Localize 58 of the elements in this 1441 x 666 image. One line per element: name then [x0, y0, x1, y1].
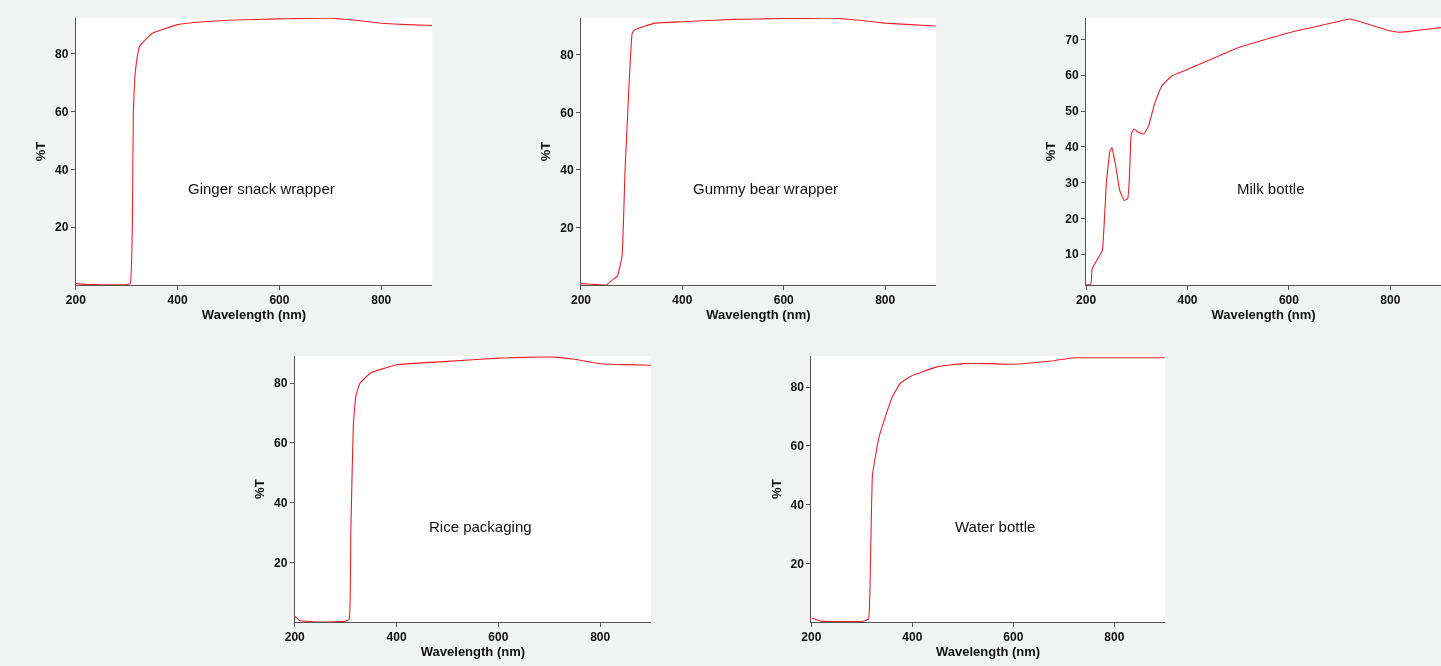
- y-tick-label: 40: [790, 497, 805, 512]
- y-tick-label: 80: [55, 46, 69, 61]
- x-tick-label: 200: [284, 630, 306, 645]
- y-tick-label: 60: [55, 104, 69, 119]
- y-tick-label: 40: [274, 495, 288, 510]
- y-axis-title: %T: [1043, 141, 1059, 162]
- annotation: Rice packaging: [429, 518, 532, 535]
- y-axis-title: %T: [251, 479, 267, 499]
- x-tick-label: 200: [65, 293, 87, 308]
- y-tick-label: 40: [560, 163, 574, 178]
- x-tick-label: 800: [1104, 630, 1125, 645]
- y-tick-label: 60: [560, 105, 574, 120]
- x-tick-label: 400: [902, 630, 923, 645]
- y-tick-label: 80: [560, 48, 574, 63]
- x-tick-label: 400: [1177, 293, 1198, 308]
- y-tick-label: 30: [1065, 175, 1080, 190]
- x-tick-label: 200: [1076, 293, 1097, 308]
- y-tick-label: 80: [790, 380, 805, 395]
- x-axis-title: Wavelength (nm): [201, 307, 307, 323]
- y-tick-label: 20: [1065, 211, 1080, 226]
- x-tick-label: 800: [590, 630, 611, 645]
- y-tick-label: 20: [560, 220, 574, 235]
- y-tick-label: 20: [55, 220, 69, 235]
- x-tick-label: 400: [672, 293, 693, 308]
- y-tick-label: 20: [790, 556, 805, 571]
- annotation: Milk bottle: [1237, 180, 1305, 197]
- y-axis-title: %T: [33, 141, 49, 162]
- annotation: Gummy bear wrapper: [693, 180, 839, 197]
- y-tick-label: 80: [274, 376, 288, 391]
- x-tick-label: 400: [167, 293, 188, 308]
- y-tick-label: 50: [1065, 104, 1080, 119]
- x-tick-label: 800: [875, 293, 896, 308]
- y-axis-title: %T: [538, 141, 554, 162]
- x-axis-title: Wavelength (nm): [420, 644, 526, 660]
- x-tick-label: 800: [371, 293, 392, 308]
- y-tick-label: 40: [1065, 140, 1080, 155]
- y-tick-label: 60: [1065, 68, 1080, 83]
- y-tick-label: 20: [274, 555, 288, 570]
- x-axis-title: Wavelength (nm): [1211, 307, 1316, 323]
- y-axis-title: %T: [768, 479, 784, 499]
- y-tick-label: 10: [1065, 247, 1080, 262]
- x-tick-label: 600: [773, 293, 795, 308]
- y-tick-label: 40: [55, 162, 69, 177]
- x-tick-label: 400: [386, 630, 407, 645]
- annotation: Ginger snack wrapper: [188, 180, 335, 197]
- y-tick-label: 60: [274, 436, 288, 451]
- annotation: Water bottle: [955, 518, 1036, 535]
- x-tick-label: 600: [488, 630, 509, 645]
- x-tick-label: 200: [570, 293, 592, 308]
- x-tick-label: 600: [1003, 630, 1024, 645]
- x-axis-title: Wavelength (nm): [935, 644, 1041, 660]
- x-tick-label: 600: [1278, 293, 1300, 308]
- x-axis-title: Wavelength (nm): [706, 307, 811, 323]
- y-tick-label: 60: [790, 439, 805, 454]
- y-tick-label: 70: [1065, 32, 1080, 47]
- x-tick-label: 200: [801, 630, 822, 645]
- x-tick-label: 600: [269, 293, 290, 308]
- x-tick-label: 800: [1380, 293, 1401, 308]
